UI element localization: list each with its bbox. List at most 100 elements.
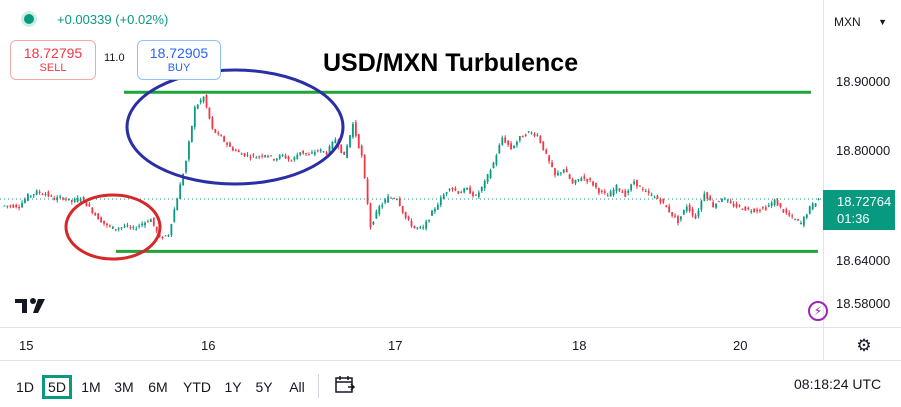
candle-body	[416, 227, 419, 229]
candle-body	[565, 168, 568, 173]
candle-body	[182, 174, 184, 186]
candle-body	[138, 225, 141, 227]
candle-body	[788, 212, 791, 216]
sell-button[interactable]: 18.72795 SELL	[10, 40, 96, 80]
time-axis-divider	[0, 327, 901, 328]
candle-body	[732, 203, 735, 207]
candle-body	[88, 204, 91, 207]
candle-body	[167, 235, 170, 237]
candle-body	[147, 221, 149, 223]
timeframe-3m[interactable]: 3M	[114, 379, 134, 395]
candle-body	[205, 95, 208, 108]
candle-body	[536, 134, 539, 136]
candle-body	[653, 196, 656, 198]
candle-body	[264, 155, 266, 157]
candle-body	[685, 206, 688, 211]
last-price-tag: 18.72764 01:36	[823, 190, 895, 230]
candle-body	[120, 227, 123, 229]
candle-body	[44, 193, 47, 195]
candle-body	[369, 203, 372, 228]
candle-body	[814, 203, 817, 207]
candle-body	[785, 209, 788, 213]
candle-body	[524, 134, 527, 137]
candle-body	[448, 188, 451, 191]
candle-body	[357, 134, 360, 148]
candle-body	[516, 141, 518, 146]
timeframe-5y[interactable]: 5Y	[255, 379, 273, 395]
candle-body	[797, 219, 799, 221]
timeframe-5d[interactable]: 5D	[42, 375, 72, 399]
candle-body	[199, 100, 202, 103]
candle-body	[641, 188, 644, 190]
chart-title: USD/MXN Turbulence	[323, 49, 579, 77]
candle-body	[70, 199, 73, 202]
candle-body	[59, 196, 62, 198]
currency-select[interactable]: MXN ▼	[825, 8, 895, 36]
candle-body	[800, 222, 802, 224]
gear-icon[interactable]: ⚙	[856, 336, 872, 355]
candle-body	[589, 178, 592, 180]
candle-body	[592, 181, 594, 186]
candle-body	[761, 207, 764, 209]
candle-body	[609, 191, 612, 197]
candle-body	[360, 145, 363, 156]
lightning-icon[interactable]: ⚡	[808, 301, 828, 321]
candle-body	[718, 201, 720, 203]
candle-body	[618, 188, 621, 191]
candle-body	[384, 199, 387, 203]
buy-price: 18.72905	[149, 45, 209, 61]
candle-body	[764, 207, 767, 210]
y-tick-label: 18.64000	[836, 253, 891, 268]
candle-body	[644, 190, 647, 192]
candle-body	[715, 203, 717, 208]
sell-price: 18.72795	[23, 45, 83, 61]
candle-body	[595, 182, 597, 188]
candle-body	[135, 228, 138, 230]
candle-body	[428, 219, 430, 222]
candle-body	[12, 205, 15, 208]
candle-body	[530, 132, 533, 134]
candle-body	[571, 179, 574, 184]
candle-body	[272, 158, 275, 161]
candle-body	[808, 206, 811, 214]
candle-body	[407, 216, 410, 220]
candle-body	[665, 205, 668, 208]
candle-body	[791, 215, 794, 217]
timeframe-1d[interactable]: 1D	[16, 379, 34, 395]
currency-select-value: MXN	[834, 15, 861, 29]
timeframe-all[interactable]: All	[289, 379, 305, 395]
candle-body	[504, 137, 507, 143]
candle-body	[554, 168, 556, 176]
x-tick-label: 16	[201, 338, 216, 353]
candle-body	[436, 204, 439, 210]
timeframe-1y[interactable]: 1Y	[224, 379, 242, 395]
buy-label: BUY	[167, 62, 191, 74]
candle-body	[513, 146, 515, 149]
price-axis-divider	[823, 0, 824, 360]
candle-body	[726, 200, 729, 202]
candle-body	[495, 155, 498, 165]
candle-body	[451, 188, 454, 190]
calendar-icon[interactable]	[332, 372, 358, 398]
timeframe-1m[interactable]: 1M	[81, 379, 101, 395]
candle-body	[598, 188, 600, 193]
candle-body	[621, 191, 624, 193]
candle-body	[47, 191, 50, 197]
candle-body	[316, 150, 319, 152]
candle-body	[624, 190, 627, 197]
candle-body	[62, 197, 64, 200]
candle-body	[700, 200, 703, 210]
candle-body	[296, 154, 299, 160]
candle-body	[580, 178, 583, 181]
candle-body	[721, 198, 723, 202]
timeframe-ytd[interactable]: YTD	[183, 379, 211, 395]
buy-button[interactable]: 18.72905 BUY	[137, 40, 221, 80]
candle-body	[111, 226, 114, 229]
candle-body	[413, 225, 416, 229]
candle-body	[586, 178, 589, 182]
timeframe-6m[interactable]: 6M	[148, 379, 168, 395]
candle-body	[190, 125, 193, 142]
candle-body	[738, 205, 741, 207]
candle-body	[3, 205, 6, 207]
candle-body	[647, 191, 650, 193]
